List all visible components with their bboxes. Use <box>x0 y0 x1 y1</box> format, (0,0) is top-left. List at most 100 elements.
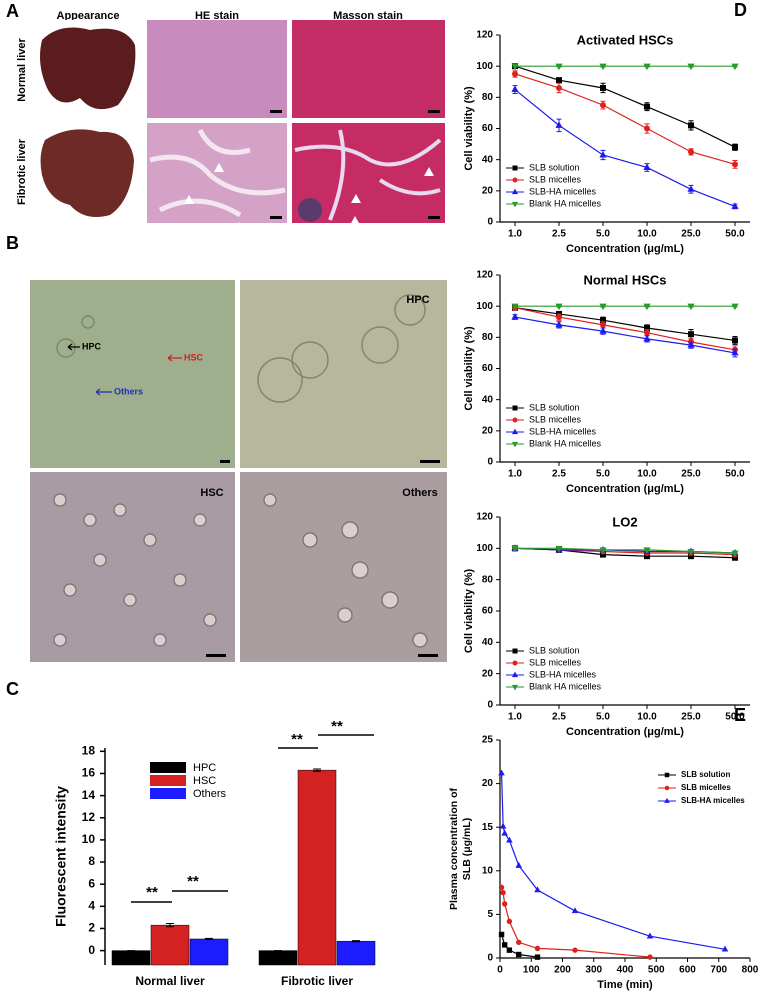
y-tick-label: 0 <box>487 700 493 711</box>
marker <box>498 884 505 891</box>
x-tick-label: 200 <box>554 965 571 976</box>
bar <box>189 938 229 966</box>
marker <box>644 125 650 132</box>
marker <box>516 939 522 946</box>
x-tick-label: Fibrotic liver <box>281 974 353 988</box>
marker <box>511 441 519 448</box>
bar <box>111 950 151 966</box>
legend-label: Blank HA micelles <box>529 438 602 448</box>
panel-label: A <box>6 1 19 21</box>
marker <box>643 547 651 554</box>
marker <box>534 945 541 952</box>
marker <box>599 150 607 158</box>
marker <box>731 550 739 558</box>
series-line <box>514 65 736 148</box>
y-tick-label: 10 <box>82 832 96 846</box>
x-tick-label: 2.5 <box>552 712 566 723</box>
marker <box>732 161 738 168</box>
y-tick-label: 10 <box>482 865 494 876</box>
x-tick-label: 0 <box>497 965 503 976</box>
column-header: Masson stain <box>333 10 403 22</box>
y-tick-label: 20 <box>482 425 494 436</box>
legend-label: SLB solution <box>529 162 580 172</box>
y-tick-label: 60 <box>482 123 494 134</box>
y-tick-label: 120 <box>476 270 493 281</box>
x-tick-label: 700 <box>710 965 727 976</box>
marker <box>571 907 579 914</box>
x-tick-label: 50.0 <box>725 712 745 723</box>
marker <box>556 77 562 84</box>
marker <box>512 417 518 423</box>
x-tick-label: 100 <box>523 965 540 976</box>
legend-label: SLB-HA micelles <box>529 669 597 679</box>
legend-label: SLB-HA micelles <box>529 426 597 436</box>
column-header: Appearance <box>57 10 120 22</box>
marker <box>512 660 518 666</box>
scale-bars <box>206 460 440 657</box>
marker <box>511 303 519 311</box>
y-tick-label: 80 <box>482 574 494 585</box>
y-tick-label: 40 <box>482 394 494 405</box>
marker <box>511 684 519 691</box>
marker <box>534 954 541 960</box>
marker <box>511 85 519 93</box>
series-line <box>500 887 651 958</box>
x-axis-label: Concentration (μg/mL) <box>566 243 684 255</box>
y-tick-label: 0 <box>487 457 493 468</box>
y-axis-label: Cell viability (%) <box>463 568 475 653</box>
y-tick-label: 100 <box>476 61 493 72</box>
x-tick-label: 5.0 <box>596 469 610 480</box>
vessel <box>298 198 322 222</box>
marker <box>511 201 519 208</box>
y-tick-label: 100 <box>476 543 493 554</box>
row-header: Fibrotic liver <box>16 138 28 205</box>
panel-label: C <box>6 679 19 699</box>
y-tick-label: 0 <box>487 217 493 228</box>
y-tick-label: 100 <box>476 301 493 312</box>
marker <box>506 836 513 843</box>
y-tick-label: 2 <box>88 921 95 935</box>
panel-label: E <box>734 705 746 725</box>
y-axis-label: Plasma concentration of <box>448 788 460 910</box>
marker <box>731 202 739 209</box>
legend-label: SLB micelles <box>529 174 582 184</box>
marker <box>498 769 505 776</box>
significance: ** <box>331 718 343 735</box>
legend-label: SLB micelles <box>529 657 582 667</box>
series-line <box>514 73 736 165</box>
x-tick-label: Normal liver <box>135 974 205 988</box>
marker <box>498 931 505 938</box>
x-tick-label: 5.0 <box>596 712 610 723</box>
x-tick-label: 800 <box>742 965 759 976</box>
marker <box>511 313 519 320</box>
legend-label: HPC <box>193 762 216 774</box>
marker <box>501 942 508 948</box>
liver <box>40 27 136 110</box>
marker <box>646 932 654 939</box>
liver <box>40 129 134 218</box>
y-tick-label: 120 <box>476 30 493 41</box>
x-tick-label: 25.0 <box>681 469 701 480</box>
significance: ** <box>146 884 158 901</box>
photo-grid <box>35 20 445 231</box>
marker <box>555 303 563 311</box>
marker <box>499 822 507 829</box>
y-tick-label: 80 <box>482 332 494 343</box>
x-tick-label: 300 <box>585 965 602 976</box>
photo <box>292 20 445 118</box>
marker <box>500 889 506 896</box>
legend-swatch <box>150 762 186 773</box>
y-tick-label: 0 <box>88 943 95 957</box>
panel-label: B <box>6 233 19 253</box>
x-axis-label: Concentration (μg/mL) <box>566 483 684 495</box>
marker <box>556 314 562 321</box>
caption: Others <box>402 487 437 499</box>
photo <box>147 20 287 118</box>
chart-title: Normal HSCs <box>583 272 666 287</box>
bar <box>258 950 298 966</box>
series-line <box>514 307 736 342</box>
series-line <box>514 89 736 207</box>
x-tick-label: 2.5 <box>552 229 566 240</box>
caption: HPC <box>406 294 429 306</box>
y-tick-label: 25 <box>482 735 494 746</box>
